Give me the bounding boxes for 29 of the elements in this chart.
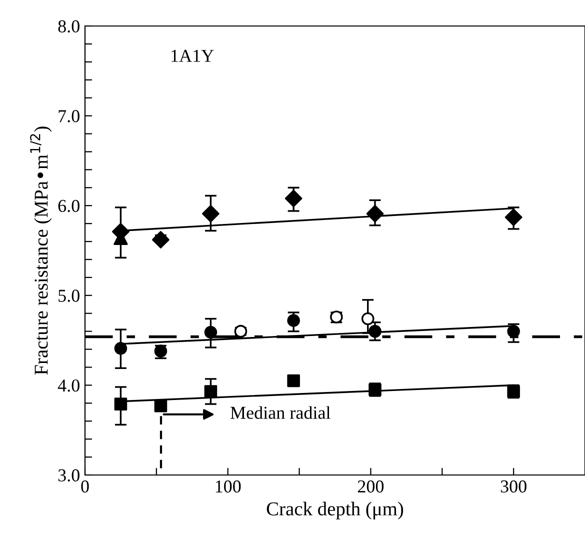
point <box>204 385 218 398</box>
point <box>287 314 300 327</box>
annotation: Median radial <box>230 406 330 419</box>
point <box>361 312 374 326</box>
y-tick-label: 8.0 <box>58 20 80 33</box>
x-axis-title: Crack depth (μm) <box>266 502 404 520</box>
y-axis-title: Fracture resistance (MPa•m$^{1/2}$) <box>30 126 52 375</box>
point <box>154 399 168 412</box>
y-tick-label: 7.0 <box>58 110 80 122</box>
point <box>204 326 218 339</box>
y-tick-label: 5.0 <box>58 290 80 302</box>
x-tick-label: 300 <box>500 480 526 493</box>
point <box>287 374 300 388</box>
point <box>152 231 170 248</box>
point <box>507 324 520 338</box>
x-tick-label: 200 <box>358 480 384 493</box>
x-tick-label: 0 <box>81 480 89 493</box>
point <box>368 324 382 338</box>
point <box>284 190 302 208</box>
point <box>202 204 220 222</box>
y-tick-label: 6.0 <box>58 200 80 212</box>
point <box>366 204 384 222</box>
point <box>504 208 522 226</box>
y-tick-label: 4.0 <box>58 379 80 392</box>
x-tick-label: 100 <box>216 480 241 493</box>
y-tick-label: 3.0 <box>58 469 80 482</box>
point <box>114 342 128 355</box>
annotation: 1A1Y <box>172 50 214 62</box>
point <box>114 398 128 410</box>
